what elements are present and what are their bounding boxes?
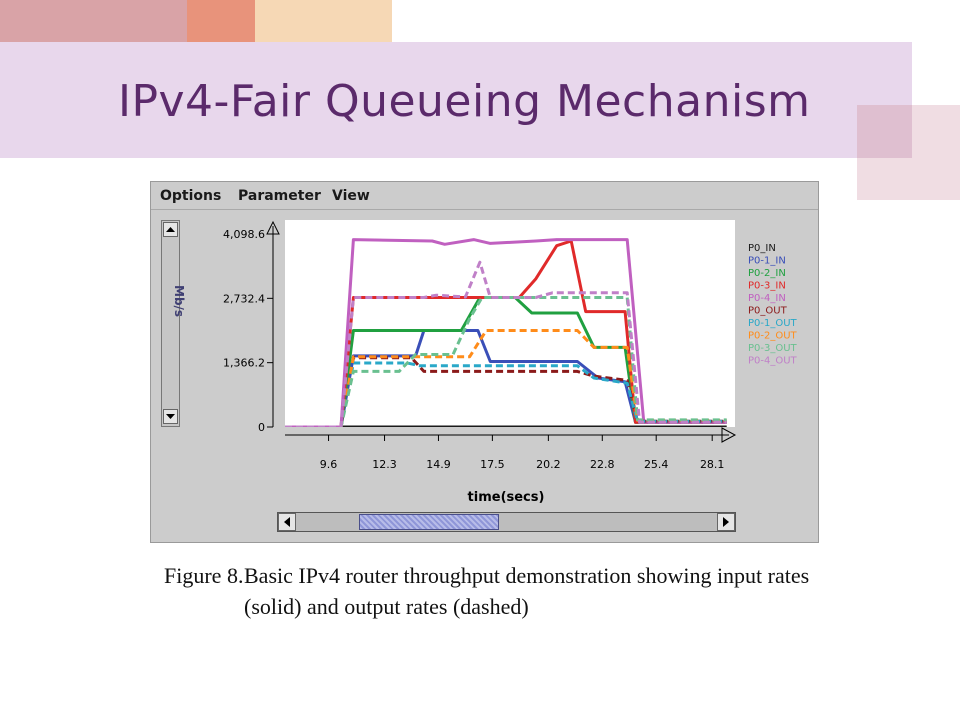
horizontal-scrollbar[interactable] bbox=[277, 512, 736, 532]
y-tick-label: 0 bbox=[258, 421, 265, 434]
legend-entry: P0-1_OUT bbox=[748, 318, 798, 329]
legend-entry: P0_OUT bbox=[748, 306, 788, 317]
scroll-left-button[interactable] bbox=[278, 513, 296, 531]
x-tick-label: 12.3 bbox=[372, 458, 397, 471]
app-window: Options Parameter View Mb/s 0 1,366.2 2,73… bbox=[150, 181, 819, 543]
x-tick-label: 25.4 bbox=[644, 458, 669, 471]
menubar: Options Parameter View bbox=[151, 182, 818, 210]
legend-entry: P0-2_OUT bbox=[748, 331, 798, 342]
menu-options[interactable]: Options bbox=[160, 188, 222, 204]
scroll-up-button[interactable] bbox=[163, 222, 178, 237]
arrow-up-icon bbox=[166, 227, 175, 232]
x-tick-label: 9.6 bbox=[320, 458, 338, 471]
legend-entry: P0-3_OUT bbox=[748, 343, 798, 354]
legend-entry: P0_IN bbox=[748, 243, 776, 254]
menu-view[interactable]: View bbox=[332, 188, 370, 204]
caption-text: Basic IPv4 router throughput demonstrati… bbox=[244, 563, 810, 619]
throughput-chart: 0 1,366.2 2,732.4 4,098.6 9.6 12.3 14.9 17.5 20.… bbox=[223, 220, 798, 505]
legend-entry: P0-2_IN bbox=[748, 268, 786, 279]
series-line-p0-4-out bbox=[285, 260, 727, 427]
legend-entry: P0-4_OUT bbox=[748, 356, 798, 367]
series-line-p0-2-in bbox=[285, 296, 727, 427]
legend-entry: P0-3_IN bbox=[748, 281, 786, 292]
y-tick-label: 2,732.4 bbox=[223, 292, 265, 305]
x-tick-label: 14.9 bbox=[426, 458, 451, 471]
x-axis-label: time(secs) bbox=[468, 490, 545, 505]
series-group bbox=[285, 238, 727, 427]
x-axis-arrow bbox=[721, 427, 737, 443]
title-band bbox=[0, 42, 912, 158]
legend-entry: P0-4_IN bbox=[748, 293, 786, 304]
arrow-right-icon bbox=[723, 517, 729, 527]
x-tick-label: 20.2 bbox=[536, 458, 561, 471]
vertical-scrollbar[interactable] bbox=[161, 220, 180, 427]
y-tick-label: 4,098.6 bbox=[223, 228, 265, 241]
arrow-left-icon bbox=[284, 517, 290, 527]
x-tick-label: 28.1 bbox=[700, 458, 725, 471]
menu-parameter[interactable]: Parameter bbox=[238, 188, 321, 204]
slide-title: IPv4-Fair Queueing Mechanism bbox=[118, 76, 811, 127]
x-tick-label: 22.8 bbox=[590, 458, 615, 471]
decor-block-rose-overlap bbox=[857, 105, 912, 158]
y-tick-label: 1,366.2 bbox=[223, 357, 265, 370]
plot-area bbox=[285, 220, 735, 427]
series-line-p0-3-in bbox=[285, 239, 727, 427]
arrow-down-icon bbox=[166, 414, 175, 419]
scroll-thumb[interactable] bbox=[359, 514, 500, 530]
series-line-p0-2-out bbox=[285, 329, 727, 427]
series-line-p0-4-in bbox=[285, 238, 727, 427]
caption-label: Figure 8. bbox=[164, 563, 244, 588]
legend-entry: P0-1_IN bbox=[748, 256, 786, 267]
series-line-p0-3-out bbox=[285, 296, 727, 427]
x-tick-label: 17.5 bbox=[480, 458, 505, 471]
scroll-down-button[interactable] bbox=[163, 409, 178, 424]
scroll-right-button[interactable] bbox=[717, 513, 735, 531]
